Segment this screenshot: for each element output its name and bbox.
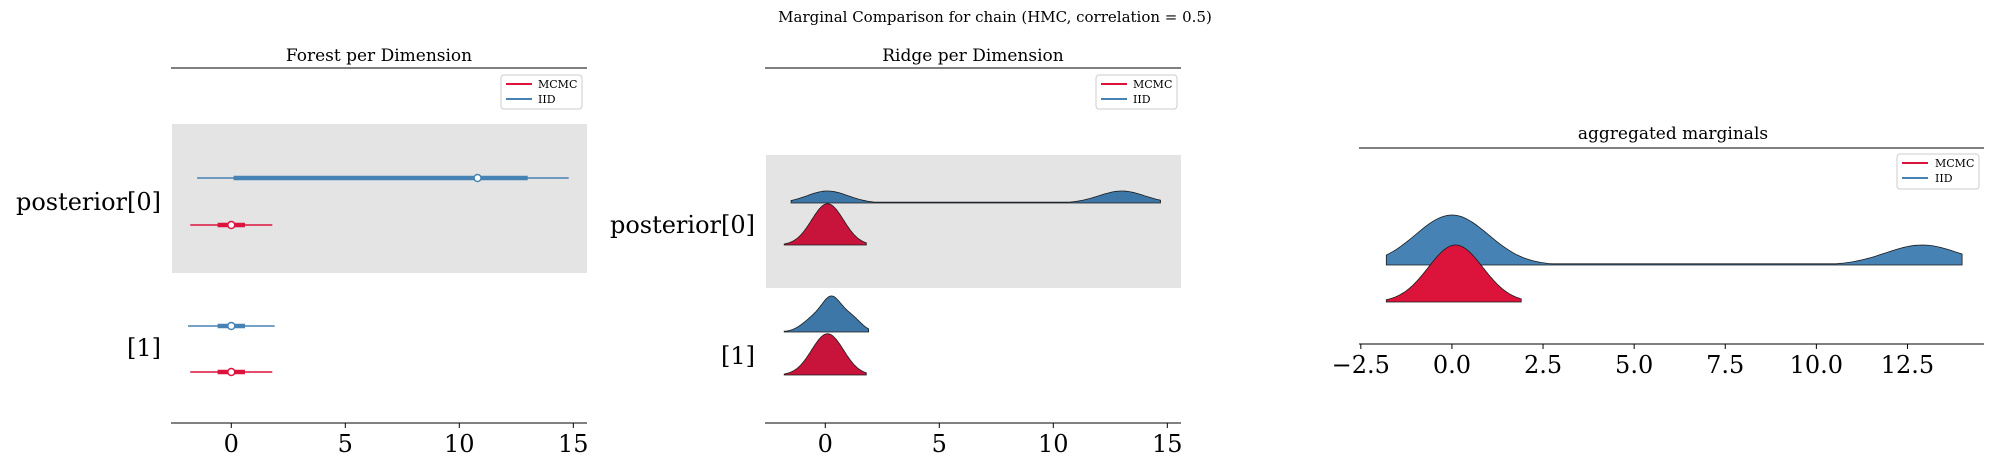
forest-posterior0-iid-point bbox=[473, 173, 482, 183]
ridge-xaxis: 0 5 10 15 bbox=[818, 423, 1183, 458]
forest-posterior0-mcmc-point bbox=[227, 220, 236, 230]
ridge-posterior0-iid-density bbox=[790, 190, 1161, 204]
figure-suptitle: Marginal Comparison for chain (HMC, corr… bbox=[778, 8, 1212, 26]
forest-xaxis: 0 5 10 15 bbox=[224, 423, 589, 458]
aggregated-legend-iid-label: IID bbox=[1935, 172, 1953, 185]
ridge-xtick-label: 5 bbox=[932, 430, 947, 458]
aggregated-xtick-label: −2.5 bbox=[1332, 351, 1390, 379]
ridge-xtick-label: 0 bbox=[818, 430, 833, 458]
forest-title: Forest per Dimension bbox=[286, 46, 472, 66]
aggregated-xtick-label: 2.5 bbox=[1524, 351, 1562, 379]
aggregated-xtick-label: 5.0 bbox=[1615, 351, 1653, 379]
forest-panel: Forest per Dimension posterior[0] [1] 0 5… bbox=[16, 46, 589, 458]
forest-xtick-label: 15 bbox=[558, 430, 589, 458]
forest-legend-iid-label: IID bbox=[538, 93, 556, 106]
forest-ytick-1: [1] bbox=[127, 334, 161, 362]
aggregated-xtick-label: 0.0 bbox=[1433, 351, 1471, 379]
forest-1-iid-point bbox=[227, 321, 236, 331]
aggregated-xtick-label: 12.5 bbox=[1881, 351, 1934, 379]
forest-marks bbox=[187, 173, 569, 377]
forest-legend-mcmc-label: MCMC bbox=[538, 78, 577, 91]
aggregated-legend-mcmc-label: MCMC bbox=[1935, 157, 1974, 170]
aggregated-marks bbox=[1385, 214, 1963, 303]
aggregated-legend: MCMC IID bbox=[1896, 153, 1980, 190]
aggregated-xtick-label: 7.5 bbox=[1706, 351, 1744, 379]
forest-ytick-posterior0: posterior[0] bbox=[16, 188, 161, 216]
forest-1-mcmc-point bbox=[227, 367, 236, 377]
ridge-legend-iid-label: IID bbox=[1133, 93, 1151, 106]
forest-shaded-row-posterior0 bbox=[172, 124, 587, 273]
forest-xtick-label: 10 bbox=[444, 430, 475, 458]
aggregated-mcmc-density bbox=[1385, 244, 1522, 303]
ridge-ytick-posterior0: posterior[0] bbox=[610, 211, 755, 239]
ridge-posterior0-mcmc-density bbox=[783, 203, 867, 246]
ridge-legend-mcmc-label: MCMC bbox=[1133, 78, 1172, 91]
ridge-xtick-label: 10 bbox=[1038, 430, 1069, 458]
forest-legend: MCMC IID bbox=[500, 74, 583, 110]
ridge-legend: MCMC IID bbox=[1095, 74, 1178, 110]
ridge-1-iid-density bbox=[783, 295, 869, 333]
ridge-title: Ridge per Dimension bbox=[882, 46, 1064, 66]
ridge-1-mcmc-density bbox=[783, 333, 867, 376]
forest-xtick-label: 5 bbox=[338, 430, 353, 458]
aggregated-title: aggregated marginals bbox=[1578, 124, 1768, 144]
aggregated-xtick-label: 10.0 bbox=[1790, 351, 1843, 379]
ridge-ytick-1: [1] bbox=[721, 342, 755, 370]
aggregated-panel: aggregated marginals −2.5 0.0 2.5 5.0 7.5 10.… bbox=[1332, 124, 1984, 379]
forest-xtick-label: 0 bbox=[224, 430, 239, 458]
ridge-panel: Ridge per Dimension posterior[0] [1] 0 5 1… bbox=[610, 46, 1183, 458]
ridge-xtick-label: 15 bbox=[1152, 430, 1183, 458]
aggregated-xaxis: −2.5 0.0 2.5 5.0 7.5 10.0 12.5 bbox=[1332, 344, 1934, 379]
ridge-marks bbox=[783, 190, 1161, 376]
